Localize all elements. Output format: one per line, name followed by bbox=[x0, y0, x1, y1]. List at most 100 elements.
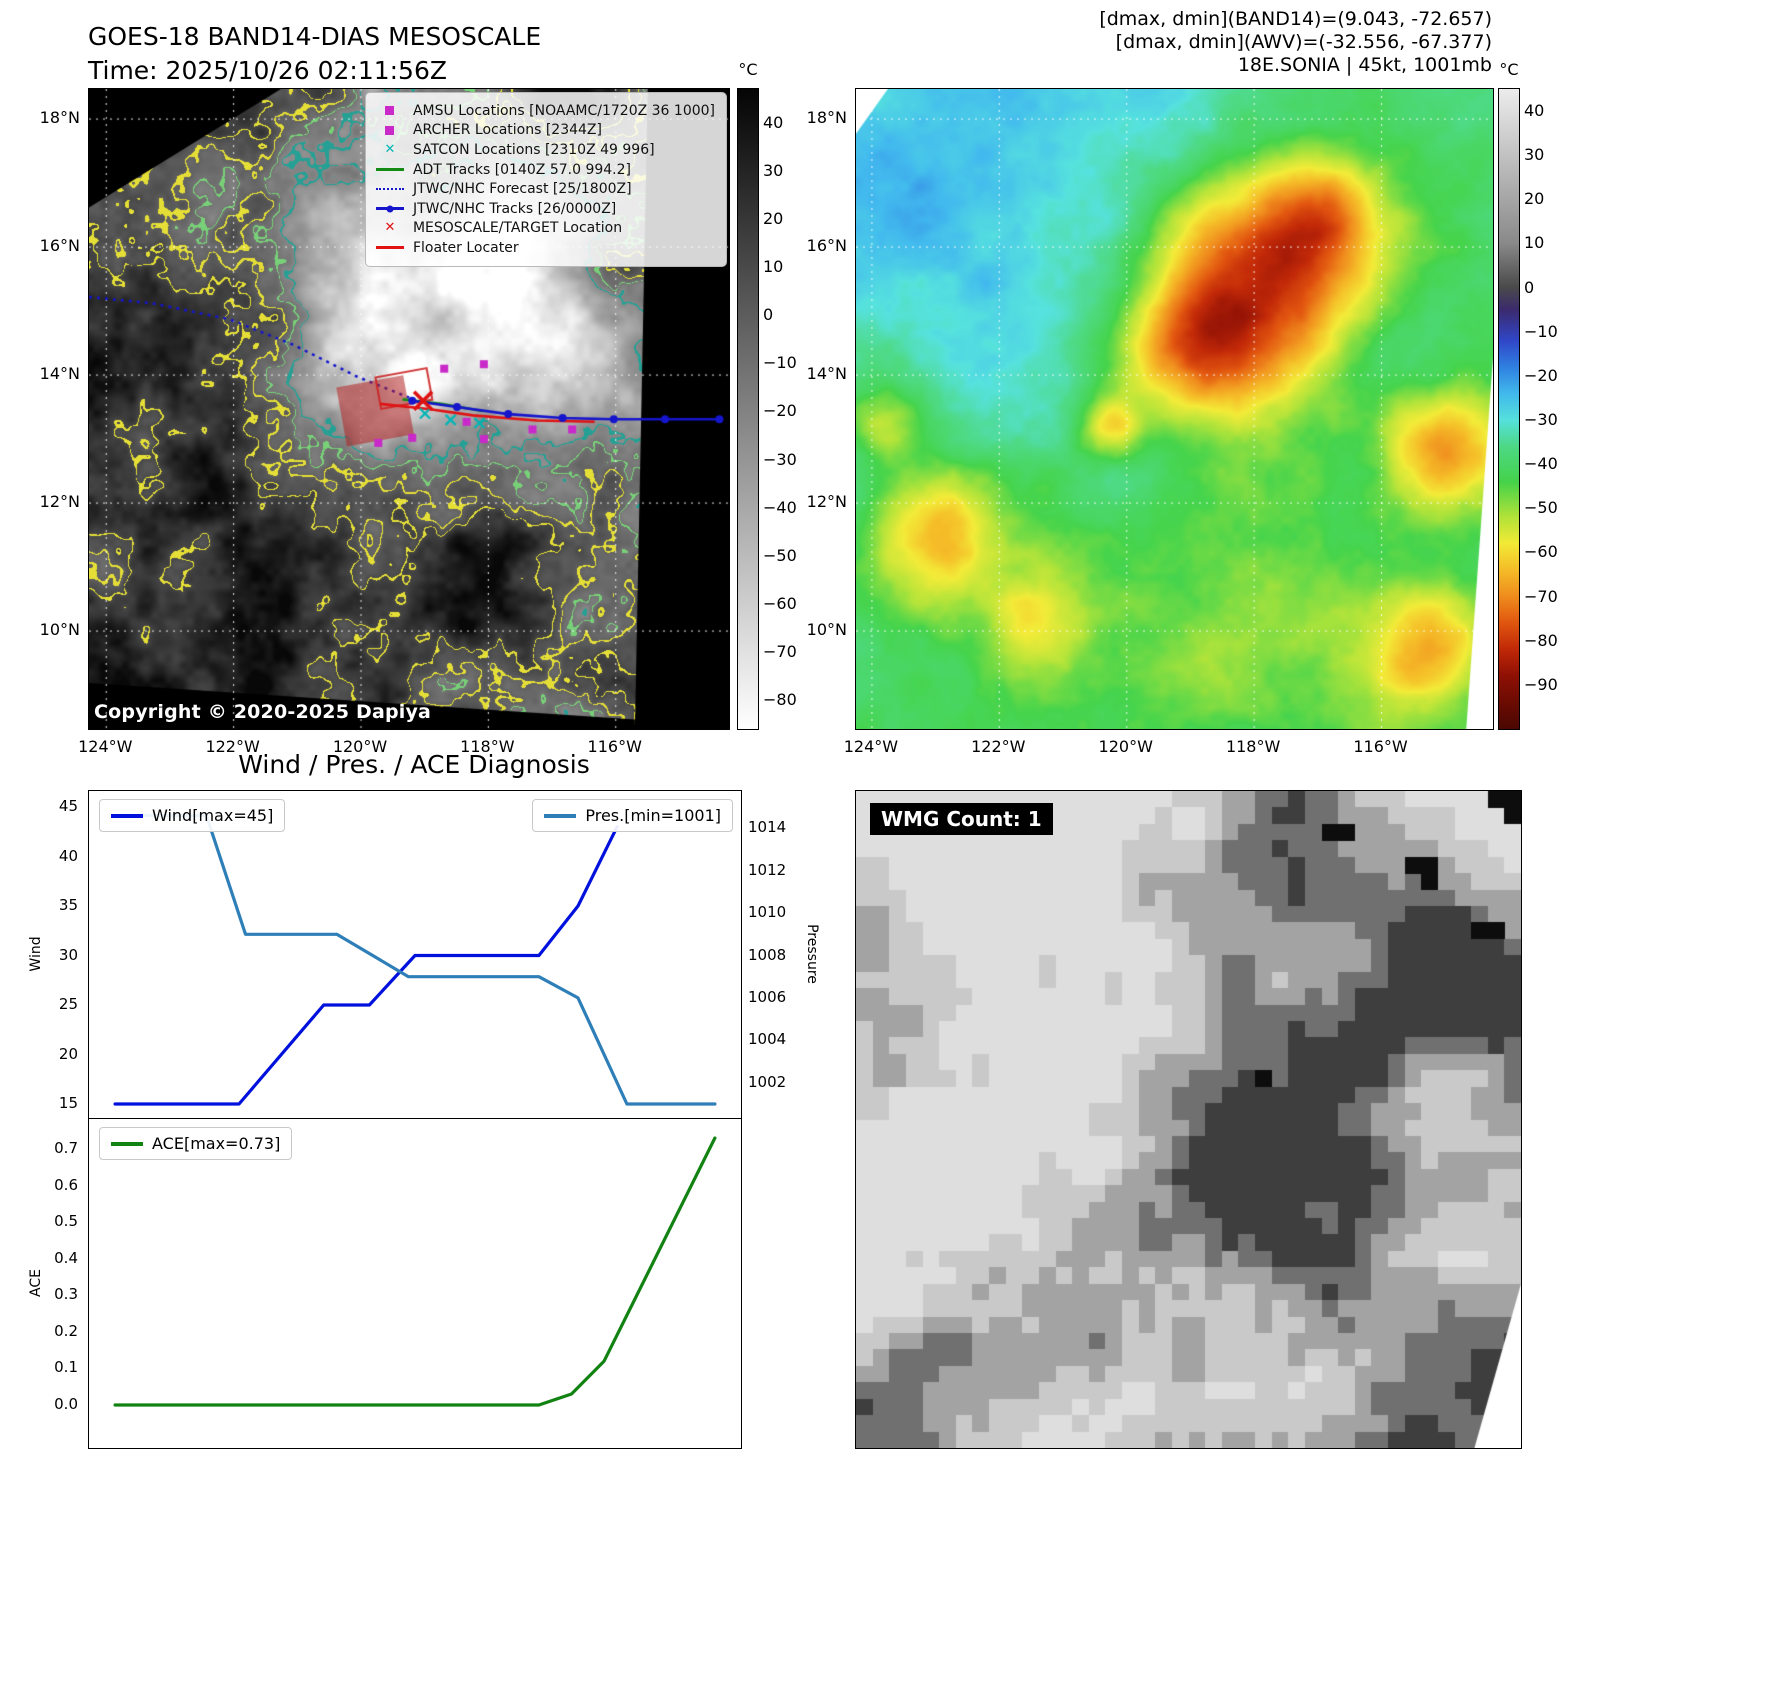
line-dot-marker-icon bbox=[375, 202, 405, 216]
pressure-legend: Pres.[min=1001] bbox=[532, 799, 733, 832]
pressure-axis-label: Pressure bbox=[804, 924, 820, 984]
p1-lat-tick: 10°N bbox=[39, 620, 80, 640]
pressure-legend-label: Pres.[min=1001] bbox=[585, 806, 721, 825]
cb2-tick: −30 bbox=[1524, 410, 1558, 430]
cb1-tick: −10 bbox=[763, 353, 797, 373]
ace-tick: 0.3 bbox=[54, 1285, 78, 1304]
ace-tick: 0.5 bbox=[54, 1212, 78, 1231]
pressure-line-sample bbox=[544, 813, 577, 818]
Pres.[min=1001]-line bbox=[113, 813, 717, 1106]
cb2-tick: 0 bbox=[1524, 277, 1535, 297]
p1-lon-tick: 124°W bbox=[78, 737, 133, 756]
cb1-tick: −60 bbox=[763, 593, 797, 613]
wind-line-sample bbox=[111, 813, 143, 818]
pressure-tick: 1002 bbox=[748, 1072, 787, 1091]
panel2-header-line1: [dmax, dmin](BAND14)=(9.043, -72.657) bbox=[1099, 8, 1492, 30]
legend-item: ✕ SATCON Locations [2310Z 49 996] bbox=[375, 140, 715, 160]
pressure-tick: 1008 bbox=[748, 945, 787, 964]
p2-lon-tick: 116°W bbox=[1353, 737, 1408, 756]
cb1-tick: 0 bbox=[763, 305, 774, 325]
wind-pressure-plot-area bbox=[113, 813, 717, 1106]
cb1-tick: 40 bbox=[763, 112, 784, 132]
p2-lon-tick: 120°W bbox=[1098, 737, 1153, 756]
line-marker-icon bbox=[375, 241, 405, 255]
square-marker-icon bbox=[375, 123, 405, 137]
wind-tick: 45 bbox=[58, 797, 78, 815]
cb2-tick: 20 bbox=[1524, 189, 1545, 209]
wind-tick: 15 bbox=[58, 1094, 78, 1112]
ace-tick: 0.4 bbox=[54, 1248, 78, 1267]
cb1-tick: 30 bbox=[763, 160, 784, 180]
legend-label: ADT Tracks [0140Z 57.0 994.2] bbox=[412, 161, 631, 178]
pressure-tick: 1010 bbox=[748, 903, 787, 922]
p1-lon-tick: 120°W bbox=[332, 737, 388, 756]
wind-tick: 35 bbox=[58, 896, 78, 914]
p1-lon-tick: 118°W bbox=[460, 737, 515, 756]
ace-legend: ACE[max=0.73] bbox=[99, 1127, 293, 1160]
ace-legend-label: ACE[max=0.73] bbox=[152, 1134, 281, 1153]
colorbar2 bbox=[1498, 88, 1520, 730]
line-marker-icon bbox=[375, 163, 405, 177]
wind-tick: 20 bbox=[58, 1044, 78, 1063]
ace-tick: 0.2 bbox=[54, 1321, 78, 1340]
wmg-count-badge: WMG Count: 1 bbox=[870, 803, 1053, 835]
legend-item: JTWC/NHC Tracks [26/0000Z] bbox=[375, 199, 715, 219]
cb2-tick: 40 bbox=[1524, 101, 1545, 121]
panel1-legend: AMSU Locations [NOAAMC/1720Z 36 1000] ARC… bbox=[364, 92, 727, 267]
p1-lat-tick: 16°N bbox=[39, 236, 80, 256]
p2-lat-tick: 14°N bbox=[806, 364, 847, 384]
p2-lon-tick: 124°W bbox=[843, 737, 899, 756]
cb2-tick: −80 bbox=[1524, 630, 1558, 650]
colorbar1 bbox=[737, 88, 759, 730]
panel2-plot bbox=[855, 88, 1494, 730]
panel4-plot: WMG Count: 1 bbox=[855, 790, 1522, 1449]
pressure-tick: 1012 bbox=[748, 860, 787, 879]
panel1-title-block: GOES-18 BAND14-DIAS MESOSCALE Time: 2025… bbox=[88, 20, 541, 88]
wind-legend-label: Wind[max=45] bbox=[152, 806, 274, 825]
legend-label: JTWC/NHC Tracks [26/0000Z] bbox=[412, 200, 617, 217]
wind-legend: Wind[max=45] bbox=[99, 799, 286, 832]
legend-label: MESOSCALE/TARGET Location bbox=[412, 220, 623, 237]
pressure-tick: 1014 bbox=[748, 818, 787, 837]
wind-pressure-chart: Wind[max=45] Pres.[min=1001] bbox=[88, 790, 742, 1120]
ace-plot-area bbox=[113, 1136, 717, 1407]
x-marker-icon: ✕ bbox=[384, 141, 396, 157]
cb1-tick: −50 bbox=[763, 545, 797, 565]
legend-label: ARCHER Locations [2344Z] bbox=[412, 122, 602, 139]
ace-tick: 0.7 bbox=[54, 1139, 78, 1157]
panel2-header-line3: 18E.SONIA | 45kt, 1001mb bbox=[1237, 54, 1492, 76]
cb1-tick: −70 bbox=[763, 642, 797, 661]
p2-lat-tick: 10°N bbox=[806, 620, 847, 640]
p1-lon-tick: 122°W bbox=[205, 737, 260, 756]
p1-lon-tick: 116°W bbox=[587, 737, 642, 756]
wind-tick: 30 bbox=[58, 945, 78, 964]
ace-tick: 0.1 bbox=[54, 1358, 78, 1377]
cb2-tick: −90 bbox=[1524, 674, 1558, 694]
cb2-tick: −60 bbox=[1524, 542, 1558, 562]
legend-label: JTWC/NHC Forecast [25/1800Z] bbox=[412, 181, 632, 198]
legend-item: ✕ MESOSCALE/TARGET Location bbox=[375, 219, 715, 239]
panel2-header-line2: [dmax, dmin](AWV)=(-32.556, -67.377) bbox=[1115, 31, 1492, 53]
x-marker-icon: ✕ bbox=[384, 220, 396, 236]
p1-lat-tick: 14°N bbox=[39, 364, 80, 384]
p2-lat-tick: 16°N bbox=[806, 236, 847, 256]
cb2-tick: −10 bbox=[1524, 321, 1558, 341]
p1-lat-tick: 18°N bbox=[39, 108, 80, 128]
p2-lon-tick: 122°W bbox=[971, 737, 1026, 756]
cb1-tick: −20 bbox=[763, 401, 797, 421]
p2-lon-tick: 118°W bbox=[1225, 737, 1281, 756]
cb1-tick: −80 bbox=[763, 690, 797, 710]
cb2-tick: −50 bbox=[1524, 498, 1558, 518]
ace-tick: 0.0 bbox=[54, 1395, 78, 1413]
legend-item: ARCHER Locations [2344Z] bbox=[375, 121, 715, 141]
charts-title: Wind / Pres. / ACE Diagnosis bbox=[238, 750, 590, 779]
legend-label: SATCON Locations [2310Z 49 996] bbox=[412, 141, 655, 158]
wmg-pixel-image bbox=[856, 791, 1521, 1448]
Wind[max=45]-line bbox=[113, 825, 619, 1106]
legend-label: Floater Locater bbox=[412, 239, 519, 256]
wind-tick: 25 bbox=[58, 995, 78, 1013]
legend-label: AMSU Locations [NOAAMC/1720Z 36 1000] bbox=[412, 102, 715, 119]
wind-tick: 40 bbox=[58, 846, 78, 865]
panel1-title: GOES-18 BAND14-DIAS MESOSCALE bbox=[88, 22, 542, 51]
